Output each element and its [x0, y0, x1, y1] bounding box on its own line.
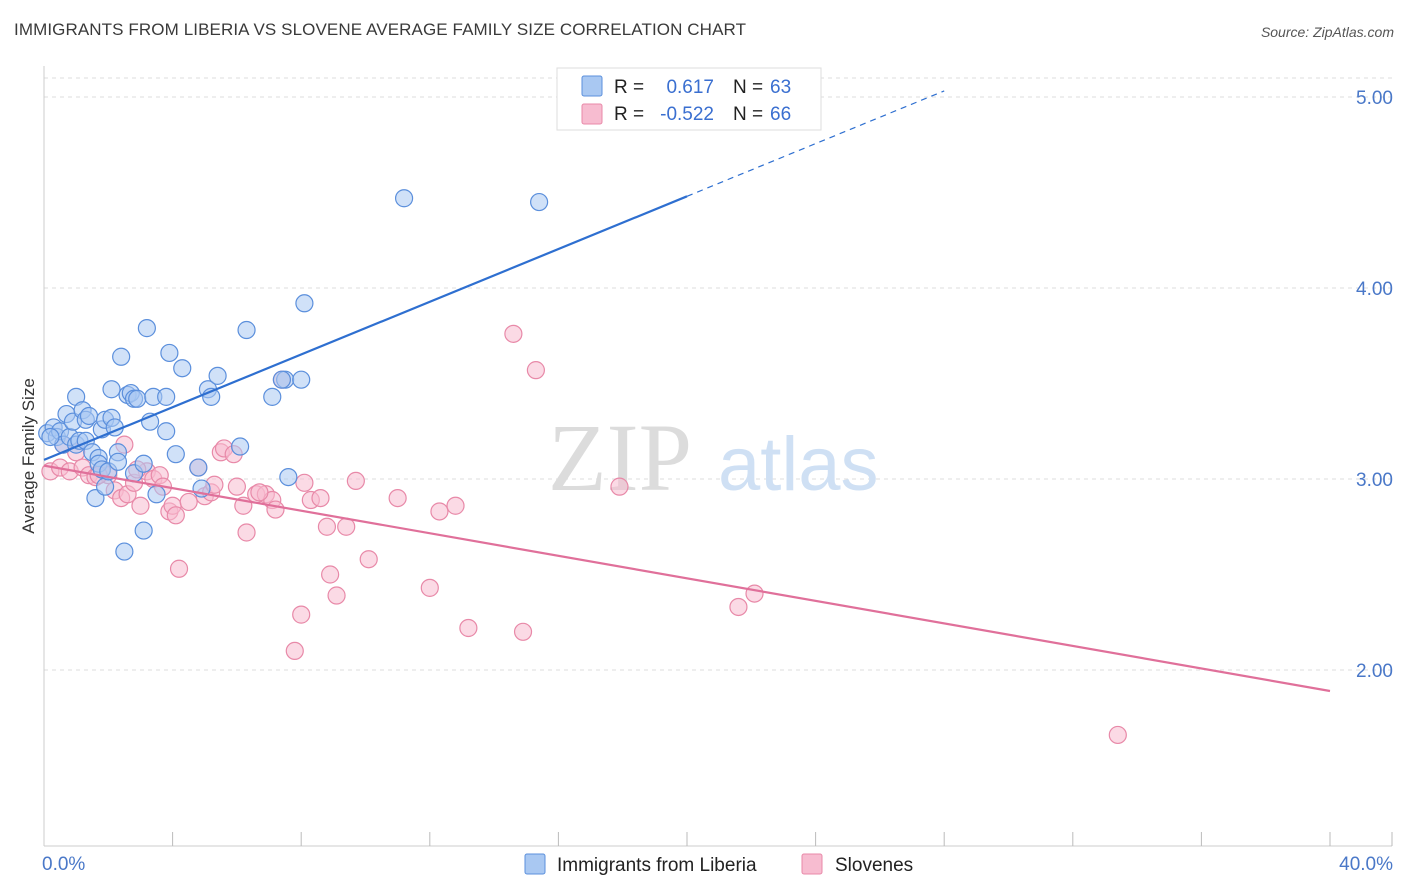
slovene-point [285, 641, 304, 661]
liberia-point [41, 427, 60, 447]
slovene-point [430, 502, 449, 521]
y-tick-label: 4.00 [1356, 279, 1393, 300]
y-tick-label: 5.00 [1356, 88, 1393, 109]
slovene-point [513, 622, 533, 641]
liberia-point [279, 467, 298, 487]
liberia-point [166, 445, 185, 464]
liberia-point [295, 294, 314, 313]
slovene-point [179, 492, 198, 512]
liberia-point [79, 406, 99, 426]
liberia-trend-line [43, 195, 688, 461]
y-tick-label: 2.00 [1356, 661, 1393, 682]
legend-n-label-2: N = [733, 104, 763, 125]
chart-source: Source: ZipAtlas.com [1260, 24, 1394, 40]
watermark: ZIP atlas [548, 404, 879, 511]
slovene-point [459, 618, 478, 638]
slovene-trend-line [43, 464, 1331, 693]
slovene-point [311, 489, 330, 508]
liberia-point [102, 380, 121, 399]
x-ticks: 0.0% 40.0% [42, 832, 1393, 875]
legend-swatch-blue [581, 75, 603, 97]
slovene-point [526, 361, 545, 380]
liberia-point [263, 387, 282, 406]
legend-n-label-1: N = [733, 77, 763, 98]
slovene-point [337, 517, 356, 536]
trend-lines [43, 90, 1331, 693]
liberia-point [108, 452, 128, 471]
liberia-point [208, 366, 227, 385]
series-legend-swatch-liberia [524, 853, 546, 875]
liberia-point [147, 485, 166, 504]
slovene-point [610, 477, 629, 496]
watermark-atlas: atlas [718, 422, 879, 507]
y-axis-label: Average Family Size [19, 378, 38, 534]
slovene-point [1108, 725, 1127, 745]
axes [43, 66, 1392, 847]
liberia-point [189, 458, 208, 477]
y-tick-label: 3.00 [1356, 470, 1393, 491]
x-tick-label: 0.0% [42, 854, 85, 875]
slovene-point [321, 565, 340, 584]
legend-n-value-2: 66 [770, 104, 791, 125]
legend-r-label-1: R = [614, 77, 644, 98]
slovene-point [729, 597, 748, 617]
y-ticks: 2.00 3.00 4.00 5.00 [1356, 88, 1393, 682]
slovene-point [295, 473, 314, 492]
slovene-point [237, 523, 256, 542]
liberia-point [157, 422, 176, 441]
liberia-point [134, 454, 153, 473]
liberia-point [237, 320, 256, 340]
liberia-point [137, 319, 156, 338]
slovene-point [131, 496, 150, 515]
legend-n-value-1: 63 [770, 77, 791, 98]
slovene-point [388, 489, 407, 508]
grid [44, 77, 1392, 671]
chart-title: IMMIGRANTS FROM LIBERIA VS SLOVENE AVERA… [14, 20, 747, 39]
x-tick-label: 40.0% [1339, 854, 1393, 875]
liberia-point [157, 387, 176, 406]
liberia-point [530, 192, 549, 212]
slovene-point [446, 496, 465, 515]
liberia-point [112, 347, 131, 366]
slovene-point [250, 483, 269, 502]
slovene-point [292, 605, 311, 624]
stats-legend: R = 0.617 N = 63 R = -0.522 N = 66 [556, 67, 822, 131]
liberia-trend-extension [686, 90, 945, 197]
liberia-point [95, 477, 115, 496]
liberia-point [292, 370, 311, 389]
legend-r-label-2: R = [614, 104, 644, 125]
liberia-point [173, 359, 192, 378]
slovene-point [346, 471, 365, 491]
slovene-point [359, 550, 378, 569]
slovene-point [327, 586, 346, 605]
series-legend-swatch-slovenes [801, 853, 823, 875]
liberia-point [160, 343, 179, 363]
liberia-point [394, 189, 414, 208]
slovene-point [169, 559, 189, 578]
slovene-point [227, 477, 246, 496]
slovene-point [745, 584, 764, 603]
points [38, 189, 1127, 745]
legend-r-value-1: 0.617 [666, 77, 714, 98]
slovene-point [166, 506, 185, 525]
liberia-point [115, 542, 134, 561]
slovene-point [266, 500, 285, 519]
liberia-point [128, 389, 147, 408]
liberia-point [231, 437, 250, 456]
slovene-point [420, 578, 439, 597]
legend-swatch-pink [581, 103, 603, 125]
legend-r-value-2: -0.522 [660, 104, 714, 125]
series-legend-label-slovenes: Slovenes [835, 855, 913, 876]
slovene-point [504, 324, 523, 343]
slovene-point [317, 517, 337, 536]
series-legend-label-liberia: Immigrants from Liberia [557, 855, 757, 876]
series-legend: Immigrants from Liberia Slovenes [524, 853, 913, 876]
liberia-point [272, 370, 292, 389]
liberia-point [134, 521, 153, 540]
